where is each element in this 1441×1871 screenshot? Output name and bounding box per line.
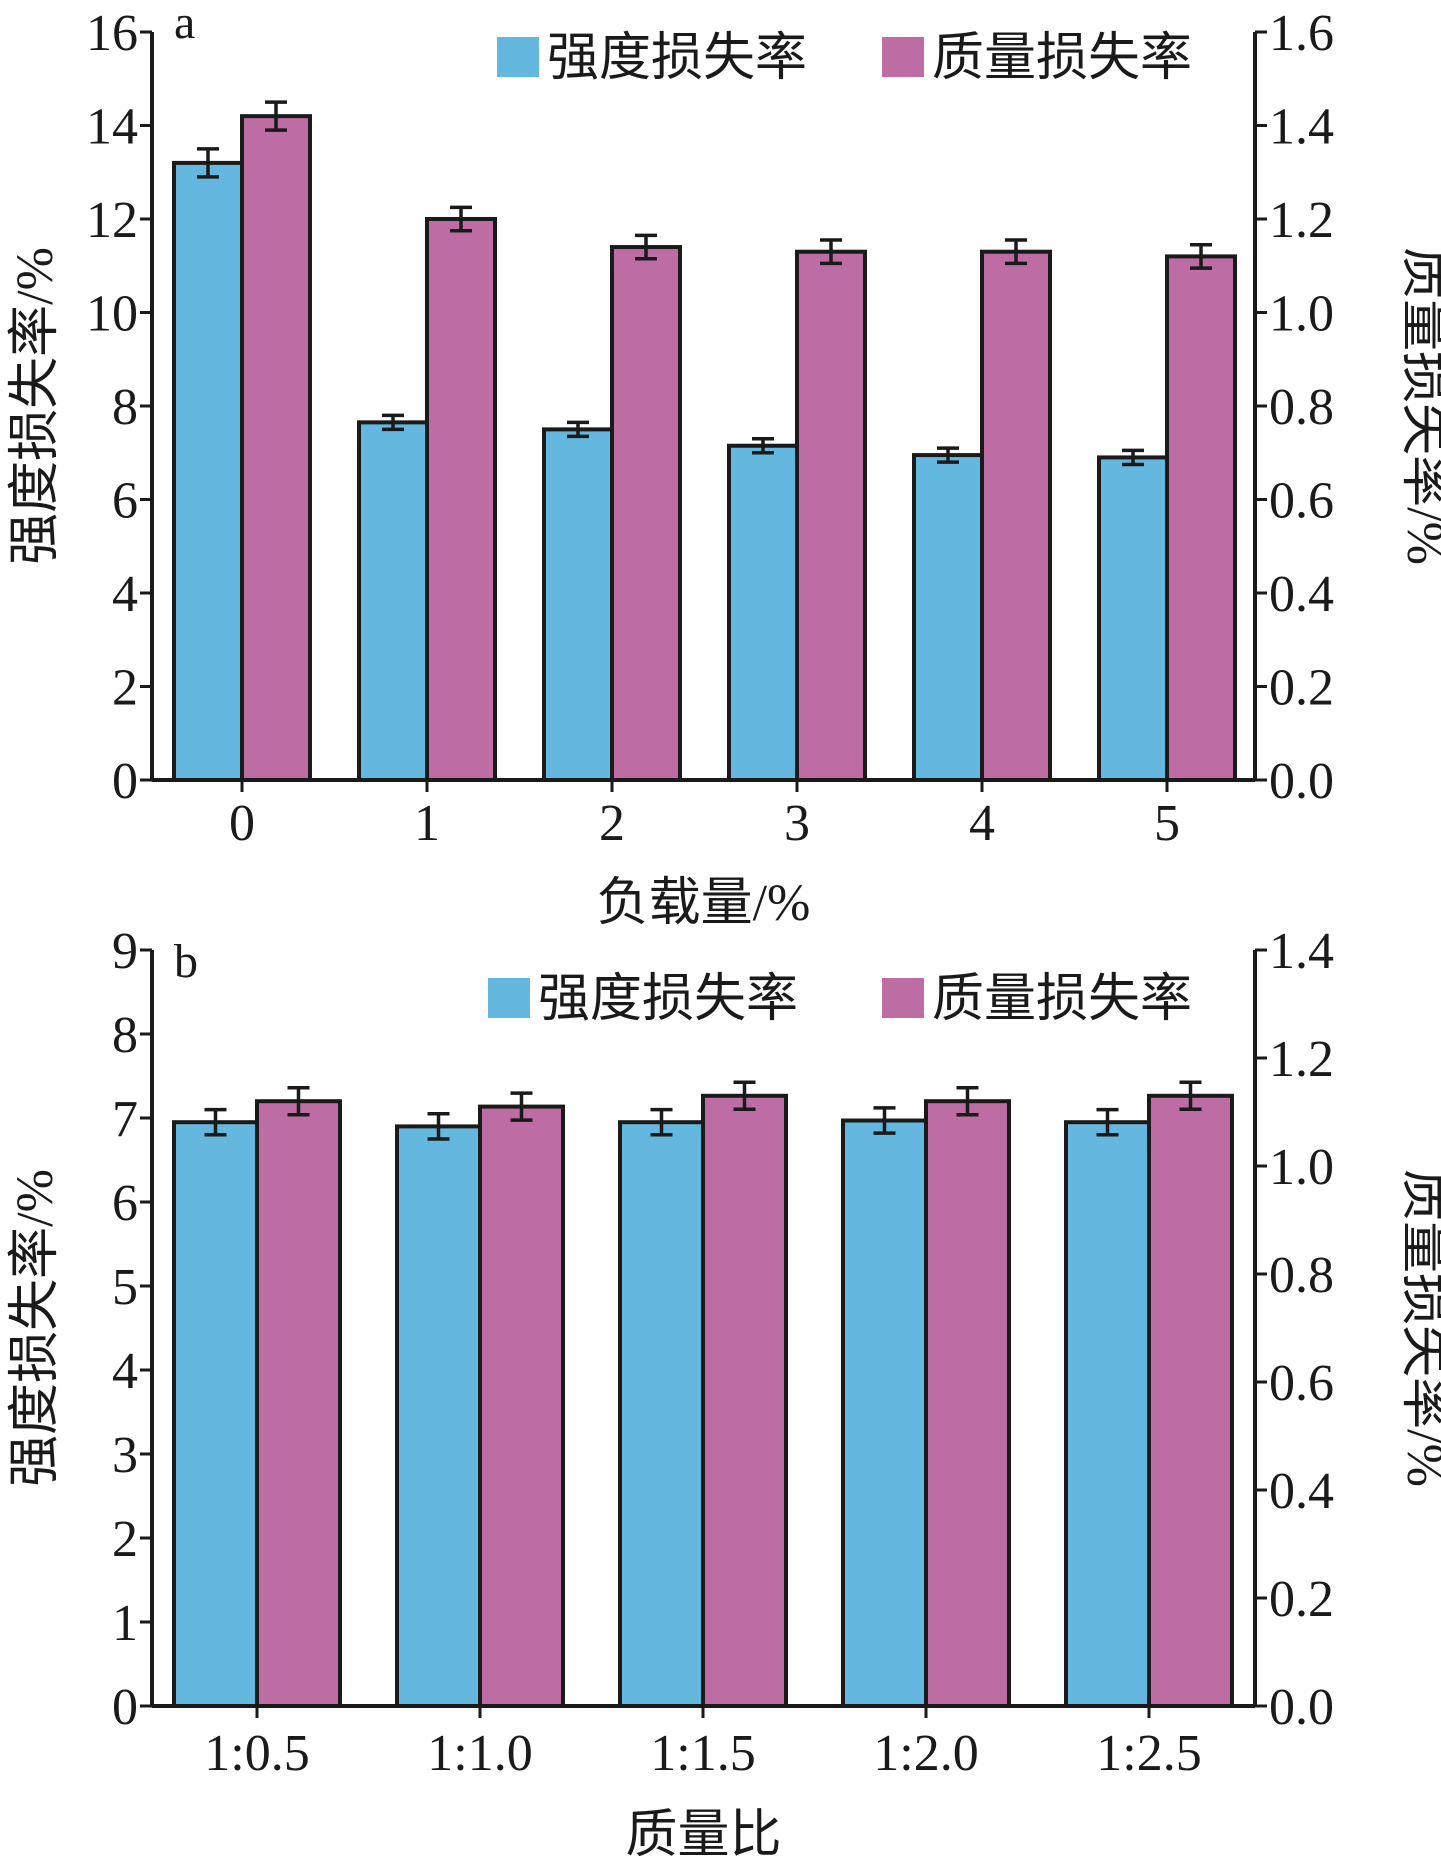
bar-mass (980, 249, 1052, 783)
bar-mass (924, 1099, 1011, 1708)
bar-mass (240, 114, 312, 782)
x-tick-label: 1:0.5 (204, 1725, 309, 1782)
bar-strength (172, 1120, 259, 1708)
y-tick-label-right: 1.6 (1269, 5, 1334, 62)
y-tick-label-right: 1.2 (1269, 192, 1334, 249)
y-tick-label-left: 4 (112, 1343, 138, 1400)
y-tick-label-right: 0.4 (1269, 566, 1334, 623)
legend-swatch-strength (488, 978, 530, 1018)
y-tick-label-right: 0.8 (1269, 1247, 1334, 1304)
x-tick-label: 1:2.5 (1096, 1725, 1201, 1782)
y-tick-label-left: 7 (112, 1091, 138, 1148)
y-axis-title-left: 强度损失率/% (7, 247, 64, 565)
y-tick-label-right: 1.4 (1269, 99, 1334, 156)
y-tick-label-right: 0.8 (1269, 379, 1334, 436)
bar-strength (1064, 1120, 1151, 1708)
y-tick-label-right: 0.0 (1269, 753, 1334, 810)
legend-label-mass: 质量损失率 (932, 971, 1192, 1028)
x-tick-label: 2 (599, 795, 625, 852)
y-tick-label-left: 10 (86, 286, 138, 343)
y-axis-title-left: 强度损失率/% (7, 1169, 64, 1487)
y-tick-label-right: 0.0 (1269, 1679, 1334, 1736)
bar-strength (1097, 455, 1169, 782)
legend-label-mass: 质量损失率 (932, 30, 1192, 87)
y-tick-label-right: 1.0 (1269, 286, 1334, 343)
y-tick-label-left: 5 (112, 1259, 138, 1316)
y-tick-label-left: 1 (112, 1595, 138, 1652)
legend-label-strength: 强度损失率 (538, 971, 798, 1028)
bar-strength (727, 443, 799, 782)
y-tick-label-right: 0.4 (1269, 1463, 1334, 1520)
legend-swatch-mass (882, 978, 924, 1018)
bar-mass (1147, 1093, 1234, 1709)
y-tick-label-left: 8 (112, 1007, 138, 1064)
bar-mass (795, 249, 867, 783)
x-tick-label: 1 (414, 795, 440, 852)
bar-mass (610, 245, 682, 783)
legend-swatch-mass (882, 37, 924, 77)
x-tick-label: 1:1.5 (650, 1725, 755, 1782)
y-tick-label-left: 12 (86, 192, 138, 249)
x-tick-label: 3 (784, 795, 810, 852)
panel-label: a (174, 0, 195, 49)
y-tick-label-left: 16 (86, 5, 138, 62)
y-tick-label-left: 3 (112, 1427, 138, 1484)
bar-strength (395, 1124, 482, 1708)
y-tick-label-right: 1.2 (1269, 1031, 1334, 1088)
y-tick-label-left: 0 (112, 753, 138, 810)
y-axis-title-right: 质量损失率/% (1396, 247, 1441, 565)
y-tick-label-left: 4 (112, 566, 138, 623)
y-tick-label-left: 9 (112, 923, 138, 980)
y-tick-label-left: 6 (112, 473, 138, 530)
y-tick-label-right: 0.2 (1269, 1571, 1334, 1628)
y-tick-label-left: 8 (112, 379, 138, 436)
panel-label: b (174, 935, 198, 988)
x-axis-title: 负载量/% (597, 875, 811, 932)
bar-strength (542, 427, 614, 782)
bar-mass (255, 1099, 342, 1708)
legend-label-strength: 强度损失率 (547, 30, 807, 87)
y-tick-label-right: 1.4 (1269, 923, 1334, 980)
bar-strength (357, 420, 429, 782)
y-tick-label-right: 1.0 (1269, 1139, 1334, 1196)
y-tick-label-right: 0.6 (1269, 1355, 1334, 1412)
y-tick-label-right: 0.2 (1269, 660, 1334, 717)
x-tick-label: 1:1.0 (427, 1725, 532, 1782)
y-tick-label-left: 14 (86, 99, 138, 156)
bar-mass (1165, 254, 1237, 782)
x-tick-label: 4 (969, 795, 995, 852)
x-axis-title: 质量比 (625, 1807, 781, 1864)
y-axis-title-right: 质量损失率/% (1396, 1169, 1441, 1487)
bar-mass (701, 1093, 788, 1709)
y-tick-label-left: 2 (112, 1511, 138, 1568)
legend-swatch-strength (497, 37, 539, 77)
bar-strength (912, 453, 984, 782)
x-tick-label: 5 (1154, 795, 1180, 852)
bar-mass (425, 217, 497, 782)
bar-strength (618, 1120, 705, 1708)
bar-mass (478, 1104, 565, 1708)
bar-strength (841, 1118, 928, 1708)
x-tick-label: 0 (229, 795, 255, 852)
y-tick-label-right: 0.6 (1269, 473, 1334, 530)
x-tick-label: 1:2.0 (873, 1725, 978, 1782)
y-tick-label-left: 2 (112, 660, 138, 717)
chart-panel-a: 0 1 2 3 4 502468101214160.00.20.40.60.81.01.2… (7, 0, 1441, 932)
bar-strength (172, 160, 244, 782)
y-tick-label-left: 0 (112, 1679, 138, 1736)
chart-panel-b: 1:0.5 1:1.0 1:1.5 1:2.0 1:2.5 0 1 2 3 4 5 6 7 8 9 0.0 0.… (7, 923, 1441, 1864)
y-tick-label-left: 6 (112, 1175, 138, 1232)
